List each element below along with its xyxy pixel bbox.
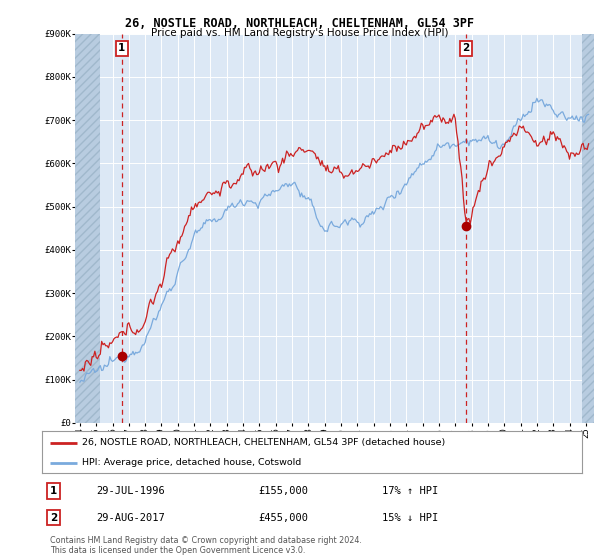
Text: Price paid vs. HM Land Registry's House Price Index (HPI): Price paid vs. HM Land Registry's House …	[151, 28, 449, 38]
Text: £455,000: £455,000	[258, 512, 308, 522]
Text: 2: 2	[463, 43, 470, 53]
Text: 1: 1	[50, 486, 58, 496]
Text: Contains HM Land Registry data © Crown copyright and database right 2024.
This d: Contains HM Land Registry data © Crown c…	[50, 536, 362, 556]
Text: 2: 2	[50, 512, 58, 522]
Text: 17% ↑ HPI: 17% ↑ HPI	[382, 486, 439, 496]
Text: 26, NOSTLE ROAD, NORTHLEACH, CHELTENHAM, GL54 3PF (detached house): 26, NOSTLE ROAD, NORTHLEACH, CHELTENHAM,…	[83, 438, 446, 447]
Text: 29-AUG-2017: 29-AUG-2017	[96, 512, 165, 522]
Text: 15% ↓ HPI: 15% ↓ HPI	[382, 512, 439, 522]
Text: 1: 1	[118, 43, 125, 53]
Text: £155,000: £155,000	[258, 486, 308, 496]
Bar	[582, 34, 594, 423]
Text: 29-JUL-1996: 29-JUL-1996	[96, 486, 165, 496]
Bar	[75, 34, 100, 423]
Text: HPI: Average price, detached house, Cotswold: HPI: Average price, detached house, Cots…	[83, 458, 302, 467]
Text: 26, NOSTLE ROAD, NORTHLEACH, CHELTENHAM, GL54 3PF: 26, NOSTLE ROAD, NORTHLEACH, CHELTENHAM,…	[125, 17, 475, 30]
